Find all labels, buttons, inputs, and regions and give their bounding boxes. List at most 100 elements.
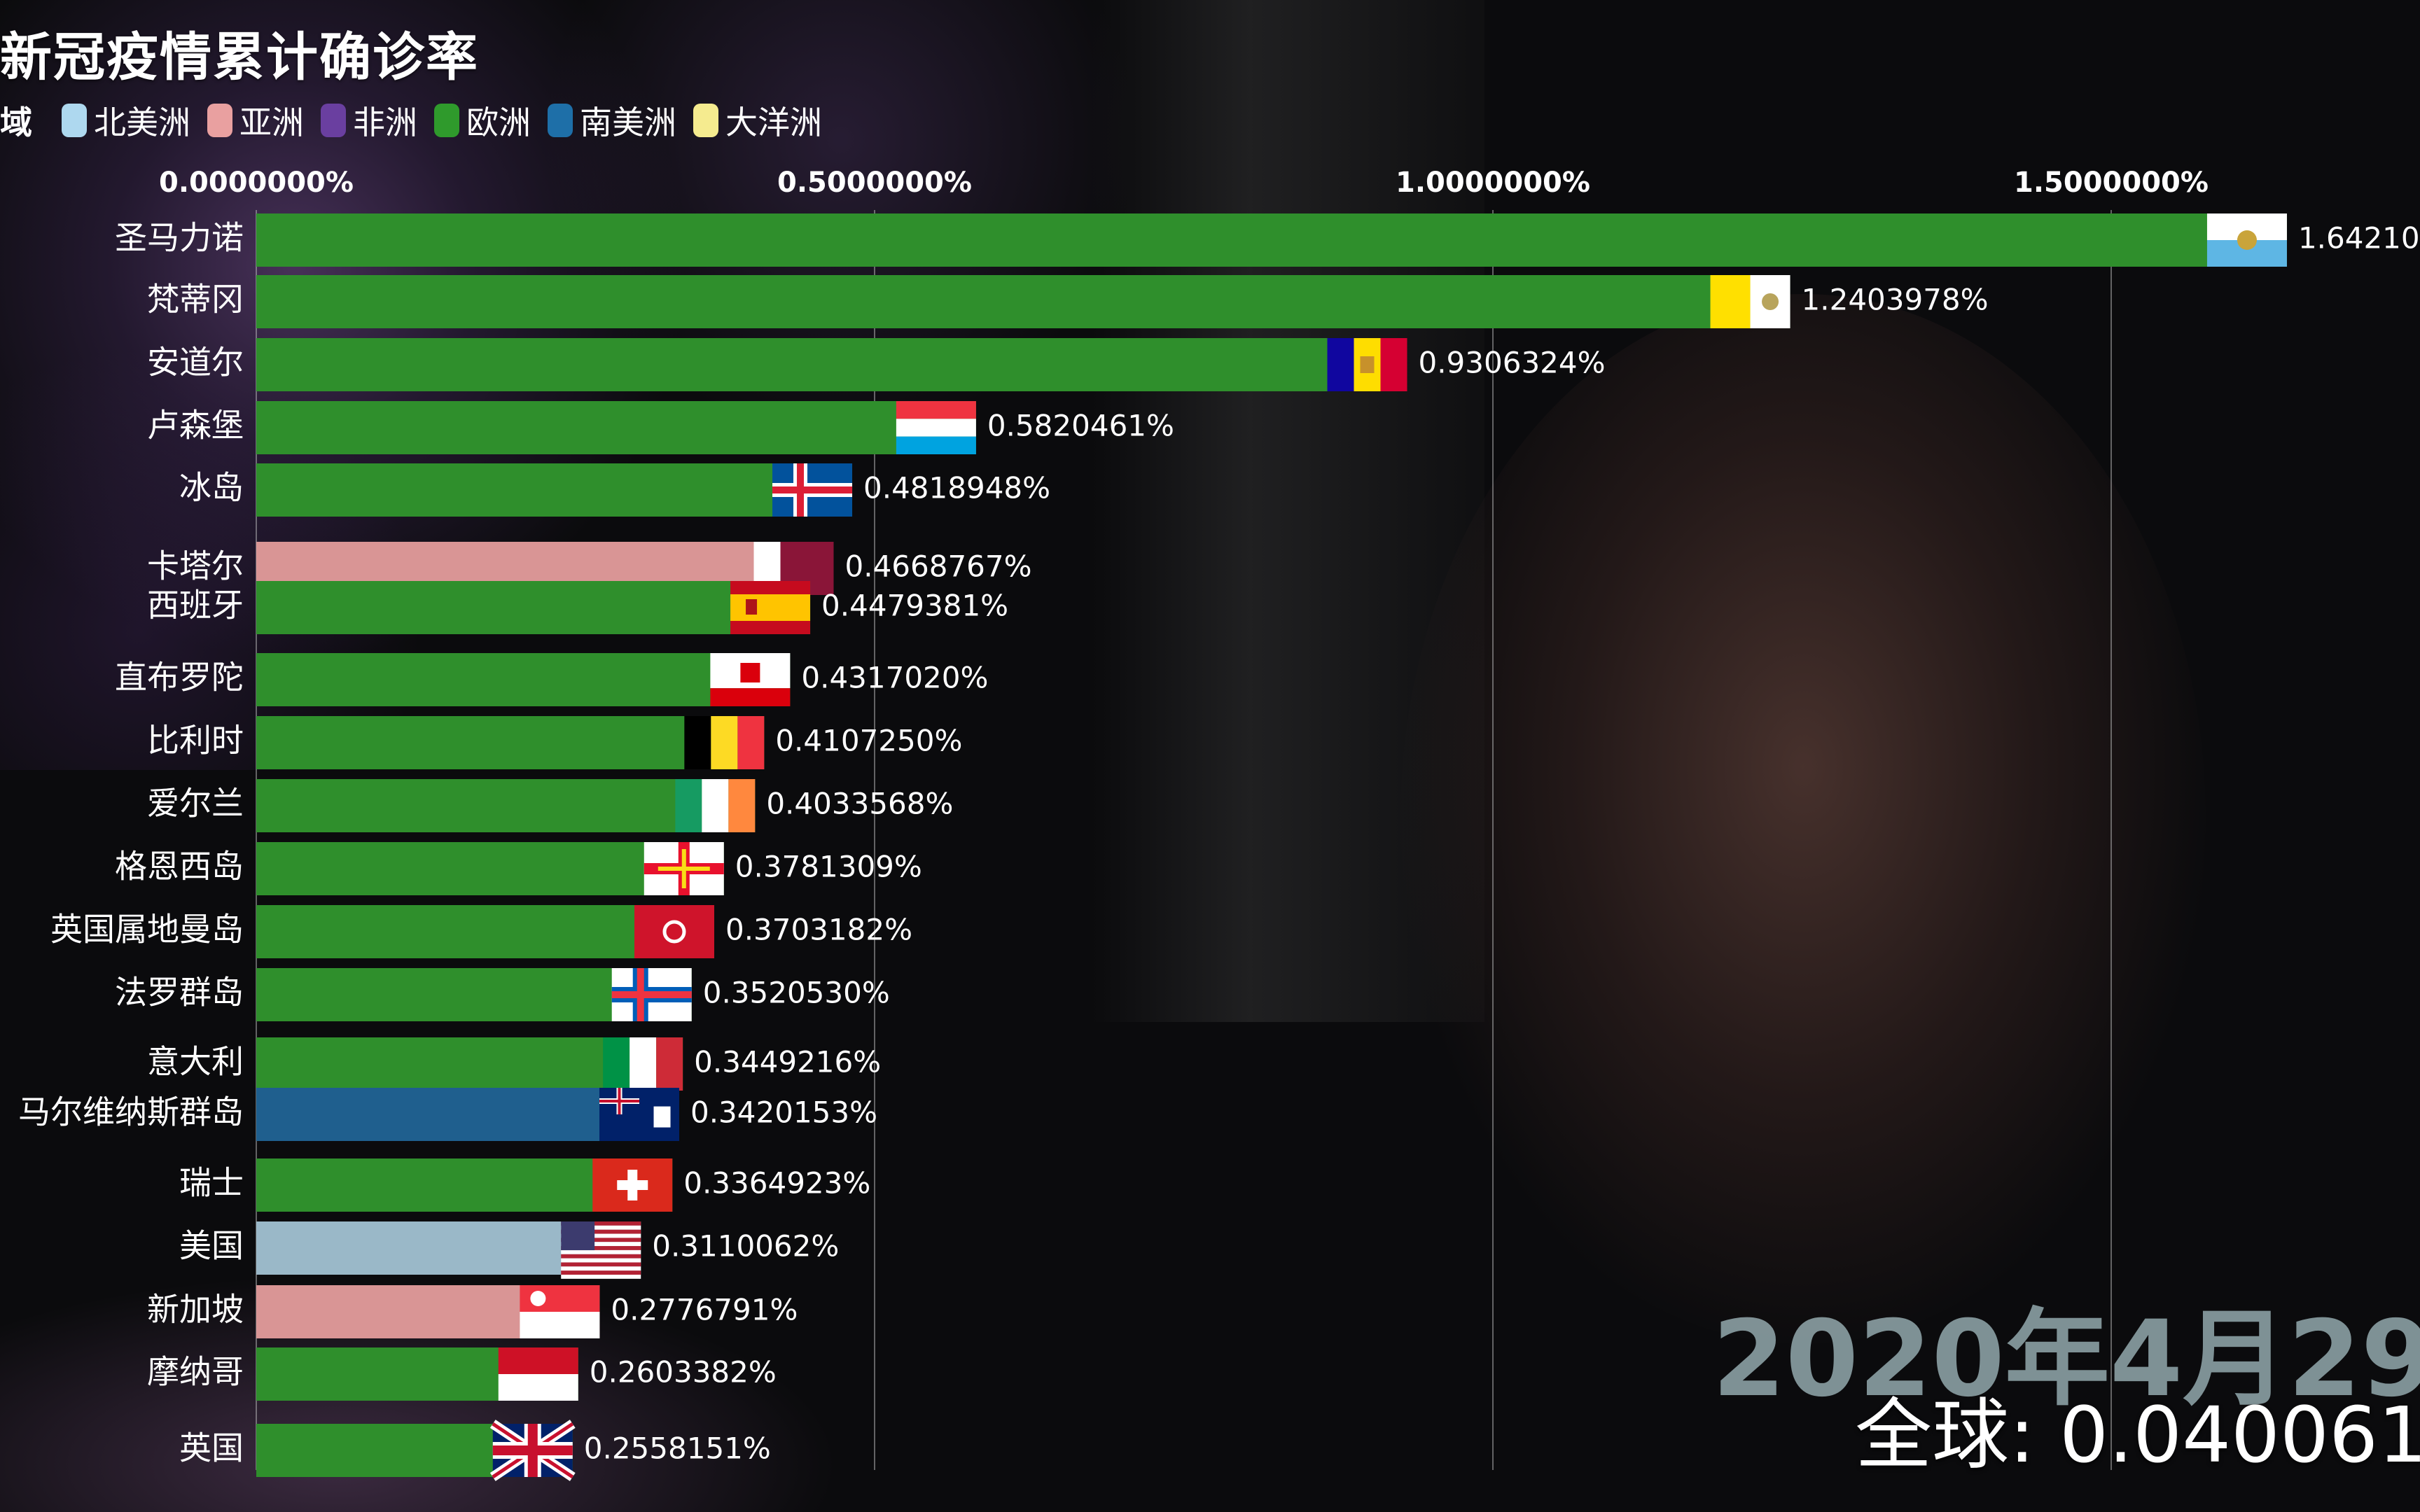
legend: 域 北美洲 亚洲 非洲 欧洲 南美洲 大洋洲: [0, 99, 839, 141]
category-label: 马尔维纳斯群岛: [18, 1093, 244, 1131]
category-label: 安道尔: [147, 344, 244, 382]
italy-flag: [603, 1037, 683, 1091]
bar: [256, 275, 1790, 328]
value-label: 1.2403978%: [1802, 283, 1989, 317]
bar: [256, 463, 853, 517]
bar-row: 法罗群岛 0.3520530%: [115, 968, 890, 1021]
bar-row: 格恩西岛 0.3781309%: [115, 842, 922, 895]
category-label: 梵蒂冈: [147, 281, 244, 318]
bar: [256, 214, 2287, 267]
bar-row: 新加坡 0.2776791%: [147, 1285, 798, 1338]
value-label: 0.4033568%: [766, 787, 953, 821]
isle-of-man-flag: [634, 905, 714, 958]
bar-row: 英国 0.2558151%: [179, 1420, 771, 1481]
bar-row: 卢森堡 0.5820461%: [147, 401, 1174, 454]
category-label: 冰岛: [179, 469, 244, 507]
category-label: 比利时: [147, 722, 244, 760]
legend-label: 欧洲: [466, 104, 531, 141]
bar-row: 西班牙 0.4479381%: [147, 581, 1008, 634]
legend-label: 北美洲: [94, 104, 190, 141]
value-label: 0.9306324%: [1418, 346, 1605, 380]
x-tick-label: 1.5000000%: [2014, 167, 2209, 199]
bar-row: 安道尔 0.9306324%: [147, 338, 1606, 391]
bar: [256, 716, 765, 769]
category-label: 直布罗陀: [115, 659, 244, 696]
legend-item-africa[interactable]: 非洲: [321, 97, 417, 144]
san-marino-flag: [2206, 214, 2287, 267]
category-label: 西班牙: [147, 587, 244, 624]
legend-item-oceania[interactable]: 大洋洲: [693, 97, 822, 144]
guernsey-flag: [644, 842, 724, 895]
bar-row: 美国 0.3110062%: [179, 1222, 839, 1279]
bar-row: 圣马力诺 1.642101: [115, 214, 2420, 267]
legend-item-north-america[interactable]: 北美洲: [62, 97, 190, 144]
x-tick-label: 0.5000000%: [777, 167, 972, 199]
bar-row: 马尔维纳斯群岛 0.3420153%: [18, 1088, 877, 1141]
global-total-label: 全球: 0.040061: [1855, 1390, 2420, 1480]
bar-row: 瑞士 0.3364923%: [179, 1158, 870, 1212]
chart-title: 新冠疫情累计确诊率: [0, 27, 479, 88]
bar-row: 意大利 0.3449216%: [147, 1037, 881, 1091]
andorra-flag: [1327, 338, 1407, 391]
faroe-islands-flag: [611, 968, 692, 1021]
legend-item-asia[interactable]: 亚洲: [207, 97, 304, 144]
category-label: 圣马力诺: [115, 219, 244, 257]
falkland-islands-flag: [599, 1088, 679, 1141]
category-label: 新加坡: [147, 1291, 244, 1329]
category-label: 法罗群岛: [115, 974, 244, 1011]
category-label: 英国: [179, 1429, 244, 1467]
legend-item-europe[interactable]: 欧洲: [434, 97, 531, 144]
legend-title: 域: [0, 104, 32, 141]
legend-label: 非洲: [353, 104, 417, 141]
bar: [256, 338, 1407, 391]
uk-flag: [489, 1420, 576, 1481]
bar: [256, 581, 811, 634]
bar-row: 比利时 0.4107250%: [147, 716, 962, 769]
value-label: 0.4317020%: [801, 661, 988, 695]
x-tick-label: 0.0000000%: [159, 167, 354, 199]
bar: [256, 653, 791, 706]
legend-swatch: [321, 104, 346, 137]
monaco-flag: [498, 1348, 578, 1401]
spain-flag: [730, 581, 811, 634]
bar: [256, 401, 976, 454]
iceland-flag: [772, 463, 853, 517]
legend-label: 南美洲: [580, 104, 676, 141]
singapore-flag: [520, 1285, 600, 1338]
legend-label: 亚洲: [239, 104, 304, 141]
bar-row: 直布罗陀 0.4317020%: [115, 653, 988, 706]
value-label: 0.3781309%: [735, 850, 922, 884]
bar-row: 英国属地曼岛 0.3703182%: [50, 905, 912, 958]
gibraltar-flag: [710, 653, 791, 706]
category-label: 瑞士: [179, 1164, 244, 1202]
bar-row: 摩纳哥 0.2603382%: [147, 1348, 777, 1401]
vatican-flag: [1710, 275, 1790, 328]
category-label: 美国: [179, 1227, 244, 1265]
value-label: 0.3520530%: [703, 976, 890, 1010]
value-label: 0.2776791%: [611, 1293, 798, 1327]
value-label: 0.3420153%: [690, 1096, 877, 1130]
value-label: 0.4107250%: [775, 724, 962, 758]
category-label: 爱尔兰: [147, 785, 244, 822]
bar-row: 冰岛 0.4818948%: [179, 463, 1050, 517]
legend-swatch: [62, 104, 87, 137]
category-label: 卡塔尔: [147, 547, 244, 585]
legend-label: 大洋洲: [725, 104, 822, 141]
legend-swatch: [693, 104, 718, 137]
category-label: 摩纳哥: [147, 1353, 244, 1391]
category-label: 意大利: [147, 1043, 244, 1081]
category-label: 格恩西岛: [115, 848, 244, 886]
value-label: 0.4818948%: [863, 471, 1050, 505]
switzerland-flag: [592, 1158, 673, 1212]
x-tick-label: 1.0000000%: [1396, 167, 1590, 199]
bar-row: 梵蒂冈 1.2403978%: [147, 275, 1989, 328]
belgium-flag: [684, 716, 765, 769]
value-label: 0.4668767%: [845, 550, 1032, 584]
value-label: 0.3449216%: [694, 1045, 881, 1079]
legend-item-south-america[interactable]: 南美洲: [548, 97, 676, 144]
value-label: 1.642101: [2298, 221, 2420, 255]
legend-swatch: [434, 104, 459, 137]
value-label: 0.4479381%: [821, 589, 1008, 623]
value-label: 0.2558151%: [584, 1432, 771, 1466]
